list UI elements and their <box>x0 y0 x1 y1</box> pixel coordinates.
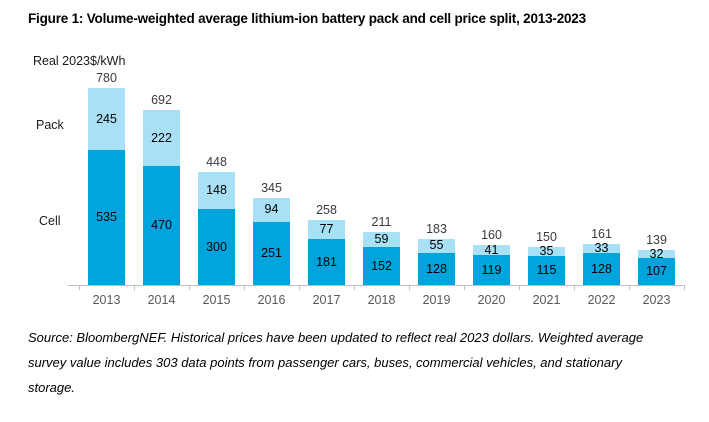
x-axis-tick <box>684 285 685 290</box>
bar-total-label: 161 <box>591 227 612 242</box>
x-tick-label: 2013 <box>92 293 121 307</box>
bar-segment-cell: 128 <box>583 252 620 285</box>
pack-value-label: 55 <box>429 238 444 253</box>
bar-total-label: 345 <box>261 180 282 195</box>
bar-segment-cell: 251 <box>253 221 290 285</box>
bar-segment-pack: 77 <box>308 219 345 240</box>
bar-total-label: 211 <box>371 214 392 229</box>
pack-value-label: 41 <box>484 242 499 257</box>
bar-total-label: 150 <box>536 230 557 245</box>
x-axis-tick <box>629 285 630 290</box>
pack-value-label: 148 <box>206 183 227 198</box>
series-label-pack: Pack <box>36 118 64 132</box>
x-tick-label: 2018 <box>367 293 396 307</box>
x-tick-label: 2017 <box>312 293 341 307</box>
bar-total-label: 448 <box>206 154 227 169</box>
bar-segment-pack: 41 <box>473 242 510 257</box>
bar-total-label: 780 <box>96 70 117 85</box>
bar-total-label: 692 <box>151 93 172 108</box>
bar-segment-cell: 107 <box>638 257 675 285</box>
bar-segment-cell: 115 <box>528 255 565 285</box>
x-axis-tick <box>244 285 245 290</box>
x-tick-label: 2014 <box>147 293 176 307</box>
cell-value-label: 535 <box>96 210 117 225</box>
cell-value-label: 251 <box>261 246 282 261</box>
bar-total-label: 183 <box>426 221 447 236</box>
bar-total-label: 139 <box>646 232 667 247</box>
bar-total-label: 258 <box>316 202 337 217</box>
x-tick-label: 2019 <box>422 293 451 307</box>
bar-segment-cell: 470 <box>143 166 180 285</box>
pack-value-label: 33 <box>594 241 609 256</box>
x-axis-tick <box>354 285 355 290</box>
bar-segment-pack: 148 <box>198 171 235 210</box>
cell-value-label: 128 <box>591 261 612 276</box>
cell-value-label: 119 <box>481 262 502 277</box>
x-axis-tick <box>79 285 80 290</box>
x-axis-tick <box>464 285 465 290</box>
cell-value-label: 470 <box>151 218 172 233</box>
x-axis-tick <box>519 285 520 290</box>
bar-segment-cell: 128 <box>418 252 455 285</box>
cell-value-label: 181 <box>316 254 337 269</box>
x-tick-label: 2023 <box>642 293 671 307</box>
bar-segment-pack: 245 <box>88 87 125 150</box>
bar-segment-pack: 33 <box>583 241 620 256</box>
bar-segment-cell: 181 <box>308 239 345 285</box>
x-tick-label: 2016 <box>257 293 286 307</box>
bar-segment-pack: 32 <box>638 246 675 261</box>
pack-value-label: 32 <box>649 246 664 261</box>
bar-segment-cell: 119 <box>473 254 510 285</box>
bar-segment-pack: 35 <box>528 244 565 259</box>
bar-segment-pack: 222 <box>143 110 180 167</box>
cell-value-label: 152 <box>371 258 392 273</box>
pack-value-label: 94 <box>264 202 279 217</box>
x-tick-label: 2021 <box>532 293 561 307</box>
x-tick-label: 2015 <box>202 293 231 307</box>
x-axis-line <box>68 285 684 286</box>
series-label-cell: Cell <box>39 214 61 228</box>
cell-value-label: 107 <box>646 264 667 279</box>
bar-total-label: 160 <box>481 227 502 242</box>
cell-value-label: 115 <box>536 263 557 278</box>
bar-segment-cell: 300 <box>198 209 235 285</box>
pack-value-label: 77 <box>319 222 334 237</box>
pack-value-label: 35 <box>539 244 554 259</box>
bar-segment-cell: 152 <box>363 246 400 285</box>
bar-segment-pack: 59 <box>363 231 400 247</box>
cell-value-label: 300 <box>206 239 227 254</box>
x-tick-label: 2020 <box>477 293 506 307</box>
pack-value-label: 59 <box>374 231 389 246</box>
x-axis-tick <box>299 285 300 290</box>
pack-value-label: 245 <box>96 111 117 126</box>
x-axis-tick <box>189 285 190 290</box>
bar-segment-pack: 94 <box>253 197 290 222</box>
x-axis-tick <box>409 285 410 290</box>
x-axis-tick <box>134 285 135 290</box>
pack-value-label: 222 <box>151 130 172 145</box>
cell-value-label: 128 <box>426 261 447 276</box>
bar-segment-pack: 55 <box>418 238 455 253</box>
y-axis-unit-label: Real 2023$/kWh <box>33 54 126 68</box>
x-axis-tick <box>574 285 575 290</box>
figure-title: Figure 1: Volume-weighted average lithiu… <box>28 11 586 26</box>
source-note: Source: BloombergNEF. Historical prices … <box>28 330 644 395</box>
x-tick-label: 2022 <box>587 293 616 307</box>
bar-segment-cell: 535 <box>88 149 125 285</box>
